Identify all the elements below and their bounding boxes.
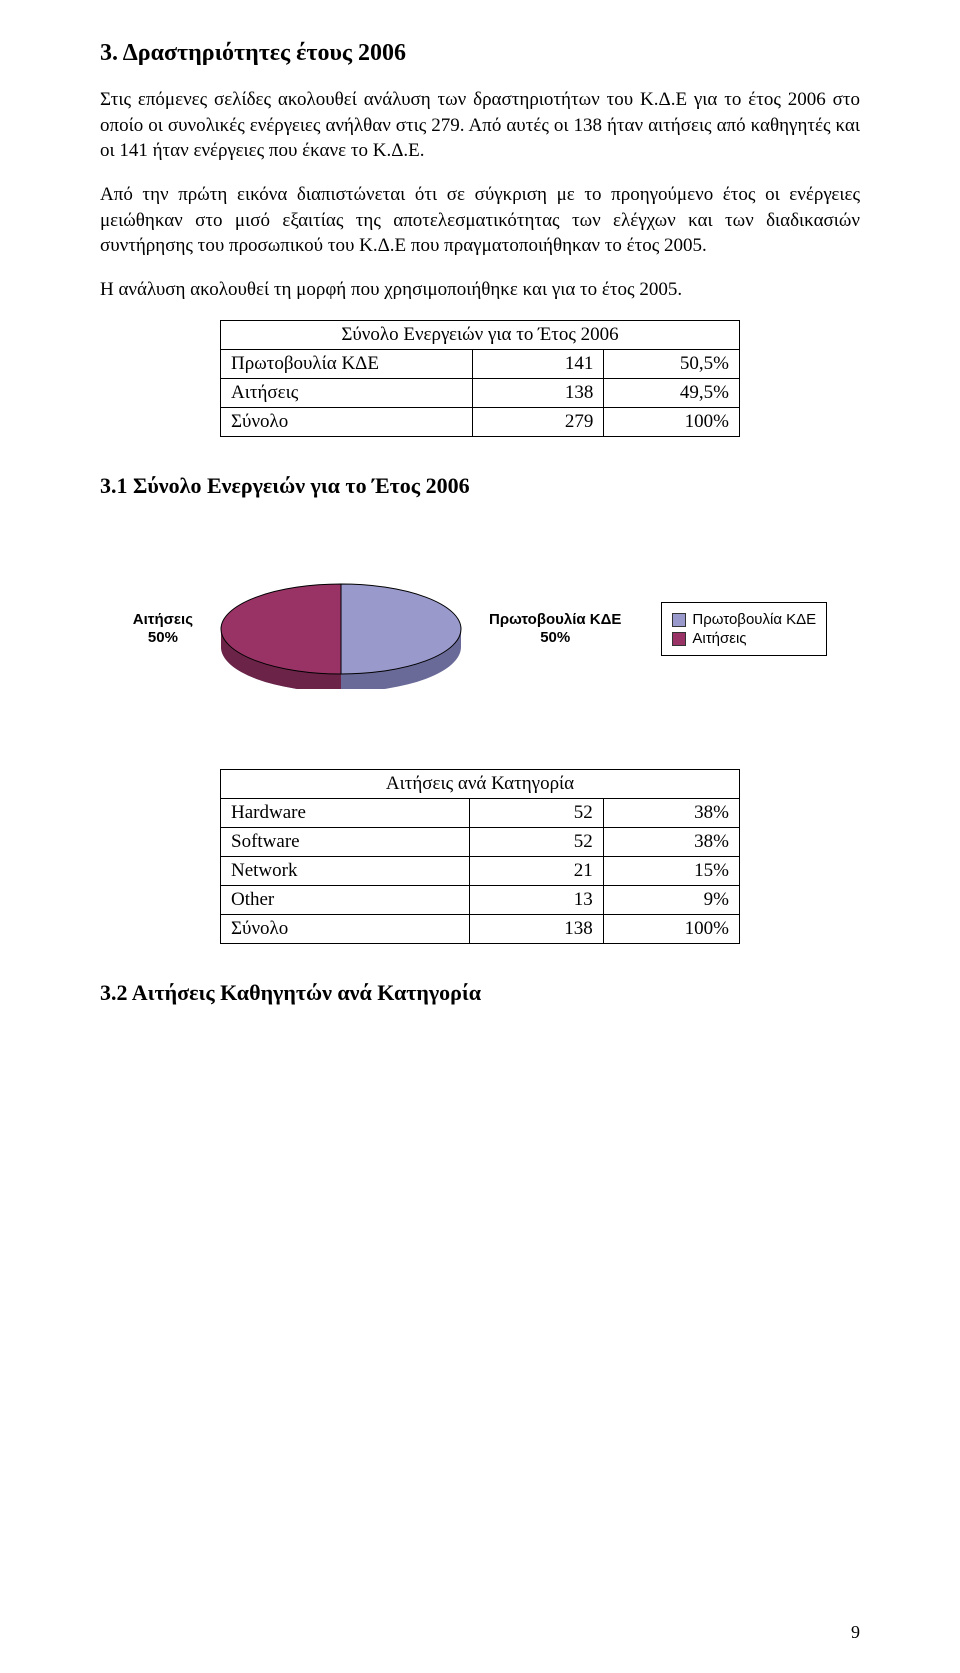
cell-value: 138 [470,915,604,944]
pie-chart-block: Αιτήσεις 50% Πρωτοβουλία ΚΔΕ 50% Πρωτοβο… [100,569,860,689]
legend-label: Αιτήσεις [692,630,746,647]
legend-label: Πρωτοβουλία ΚΔΕ [692,611,816,628]
section-heading: 3. Δραστηριότητες έτους 2006 [100,40,860,67]
cell-pct: 49,5% [604,379,740,408]
page-number: 9 [851,1622,860,1643]
section-number: 3. [100,40,118,66]
subsection-number: 3.1 [100,473,128,498]
cell-pct: 100% [604,408,740,437]
cell-label: Hardware [221,799,470,828]
table-row: Hardware 52 38% [221,799,740,828]
subsection-number: 3.2 [100,980,128,1005]
pie-chart-icon [211,569,471,689]
legend-swatch-icon [672,632,686,646]
cell-label: Πρωτοβουλία ΚΔΕ [221,350,473,379]
table-row: Πρωτοβουλία ΚΔΕ 141 50,5% [221,350,740,379]
table-row: Αιτήσεις 138 49,5% [221,379,740,408]
paragraph-3: Η ανάλυση ακολουθεί τη μορφή που χρησιμο… [100,277,860,303]
table-total-actions: Σύνολο Ενεργειών για το Έτος 2006 Πρωτοβ… [220,320,740,437]
pie-left-label: Αιτήσεις 50% [133,611,193,647]
pie-left-pct: 50% [133,629,193,647]
table2-title: Αιτήσεις ανά Κατηγορία [221,770,740,799]
cell-label: Σύνολο [221,915,470,944]
cell-label: Network [221,857,470,886]
cell-value: 138 [472,379,604,408]
cell-value: 13 [470,886,604,915]
cell-value: 52 [470,799,604,828]
cell-value: 21 [470,857,604,886]
cell-value: 279 [472,408,604,437]
cell-label: Αιτήσεις [221,379,473,408]
cell-value: 52 [470,828,604,857]
page: 3. Δραστηριότητες έτους 2006 Στις επόμεν… [0,0,960,1673]
table-row: Σύνολο 279 100% [221,408,740,437]
cell-pct: 9% [603,886,739,915]
subsection-title-text: Σύνολο Ενεργειών για το Έτος 2006 [133,473,470,498]
cell-value: 141 [472,350,604,379]
pie-legend: Πρωτοβουλία ΚΔΕ Αιτήσεις [661,602,827,656]
table-row: Network 21 15% [221,857,740,886]
table-requests-by-category: Αιτήσεις ανά Κατηγορία Hardware 52 38% S… [220,769,740,944]
pie-right-name: Πρωτοβουλία ΚΔΕ [489,611,621,629]
table-row: Σύνολο 138 100% [221,915,740,944]
cell-pct: 100% [603,915,739,944]
cell-pct: 38% [603,828,739,857]
cell-label: Σύνολο [221,408,473,437]
subsection-heading-3-1: 3.1 Σύνολο Ενεργειών για το Έτος 2006 [100,473,860,499]
cell-label: Software [221,828,470,857]
legend-item: Αιτήσεις [672,630,816,647]
section-title-text: Δραστηριότητες έτους 2006 [123,40,406,66]
pie-right-label: Πρωτοβουλία ΚΔΕ 50% [489,611,621,647]
table-row: Software 52 38% [221,828,740,857]
pie-left-name: Αιτήσεις [133,611,193,629]
paragraph-1: Στις επόμενες σελίδες ακολουθεί ανάλυση … [100,87,860,164]
cell-pct: 38% [603,799,739,828]
cell-label: Other [221,886,470,915]
cell-pct: 15% [603,857,739,886]
subsection-heading-3-2: 3.2 Αιτήσεις Καθηγητών ανά Κατηγορία [100,980,860,1006]
legend-swatch-icon [672,613,686,627]
table1-title: Σύνολο Ενεργειών για το Έτος 2006 [221,321,740,350]
legend-item: Πρωτοβουλία ΚΔΕ [672,611,816,628]
pie-right-pct: 50% [489,629,621,647]
subsection-title-text: Αιτήσεις Καθηγητών ανά Κατηγορία [132,980,481,1005]
table-row: Other 13 9% [221,886,740,915]
paragraph-2: Από την πρώτη εικόνα διαπιστώνεται ότι σ… [100,182,860,259]
cell-pct: 50,5% [604,350,740,379]
